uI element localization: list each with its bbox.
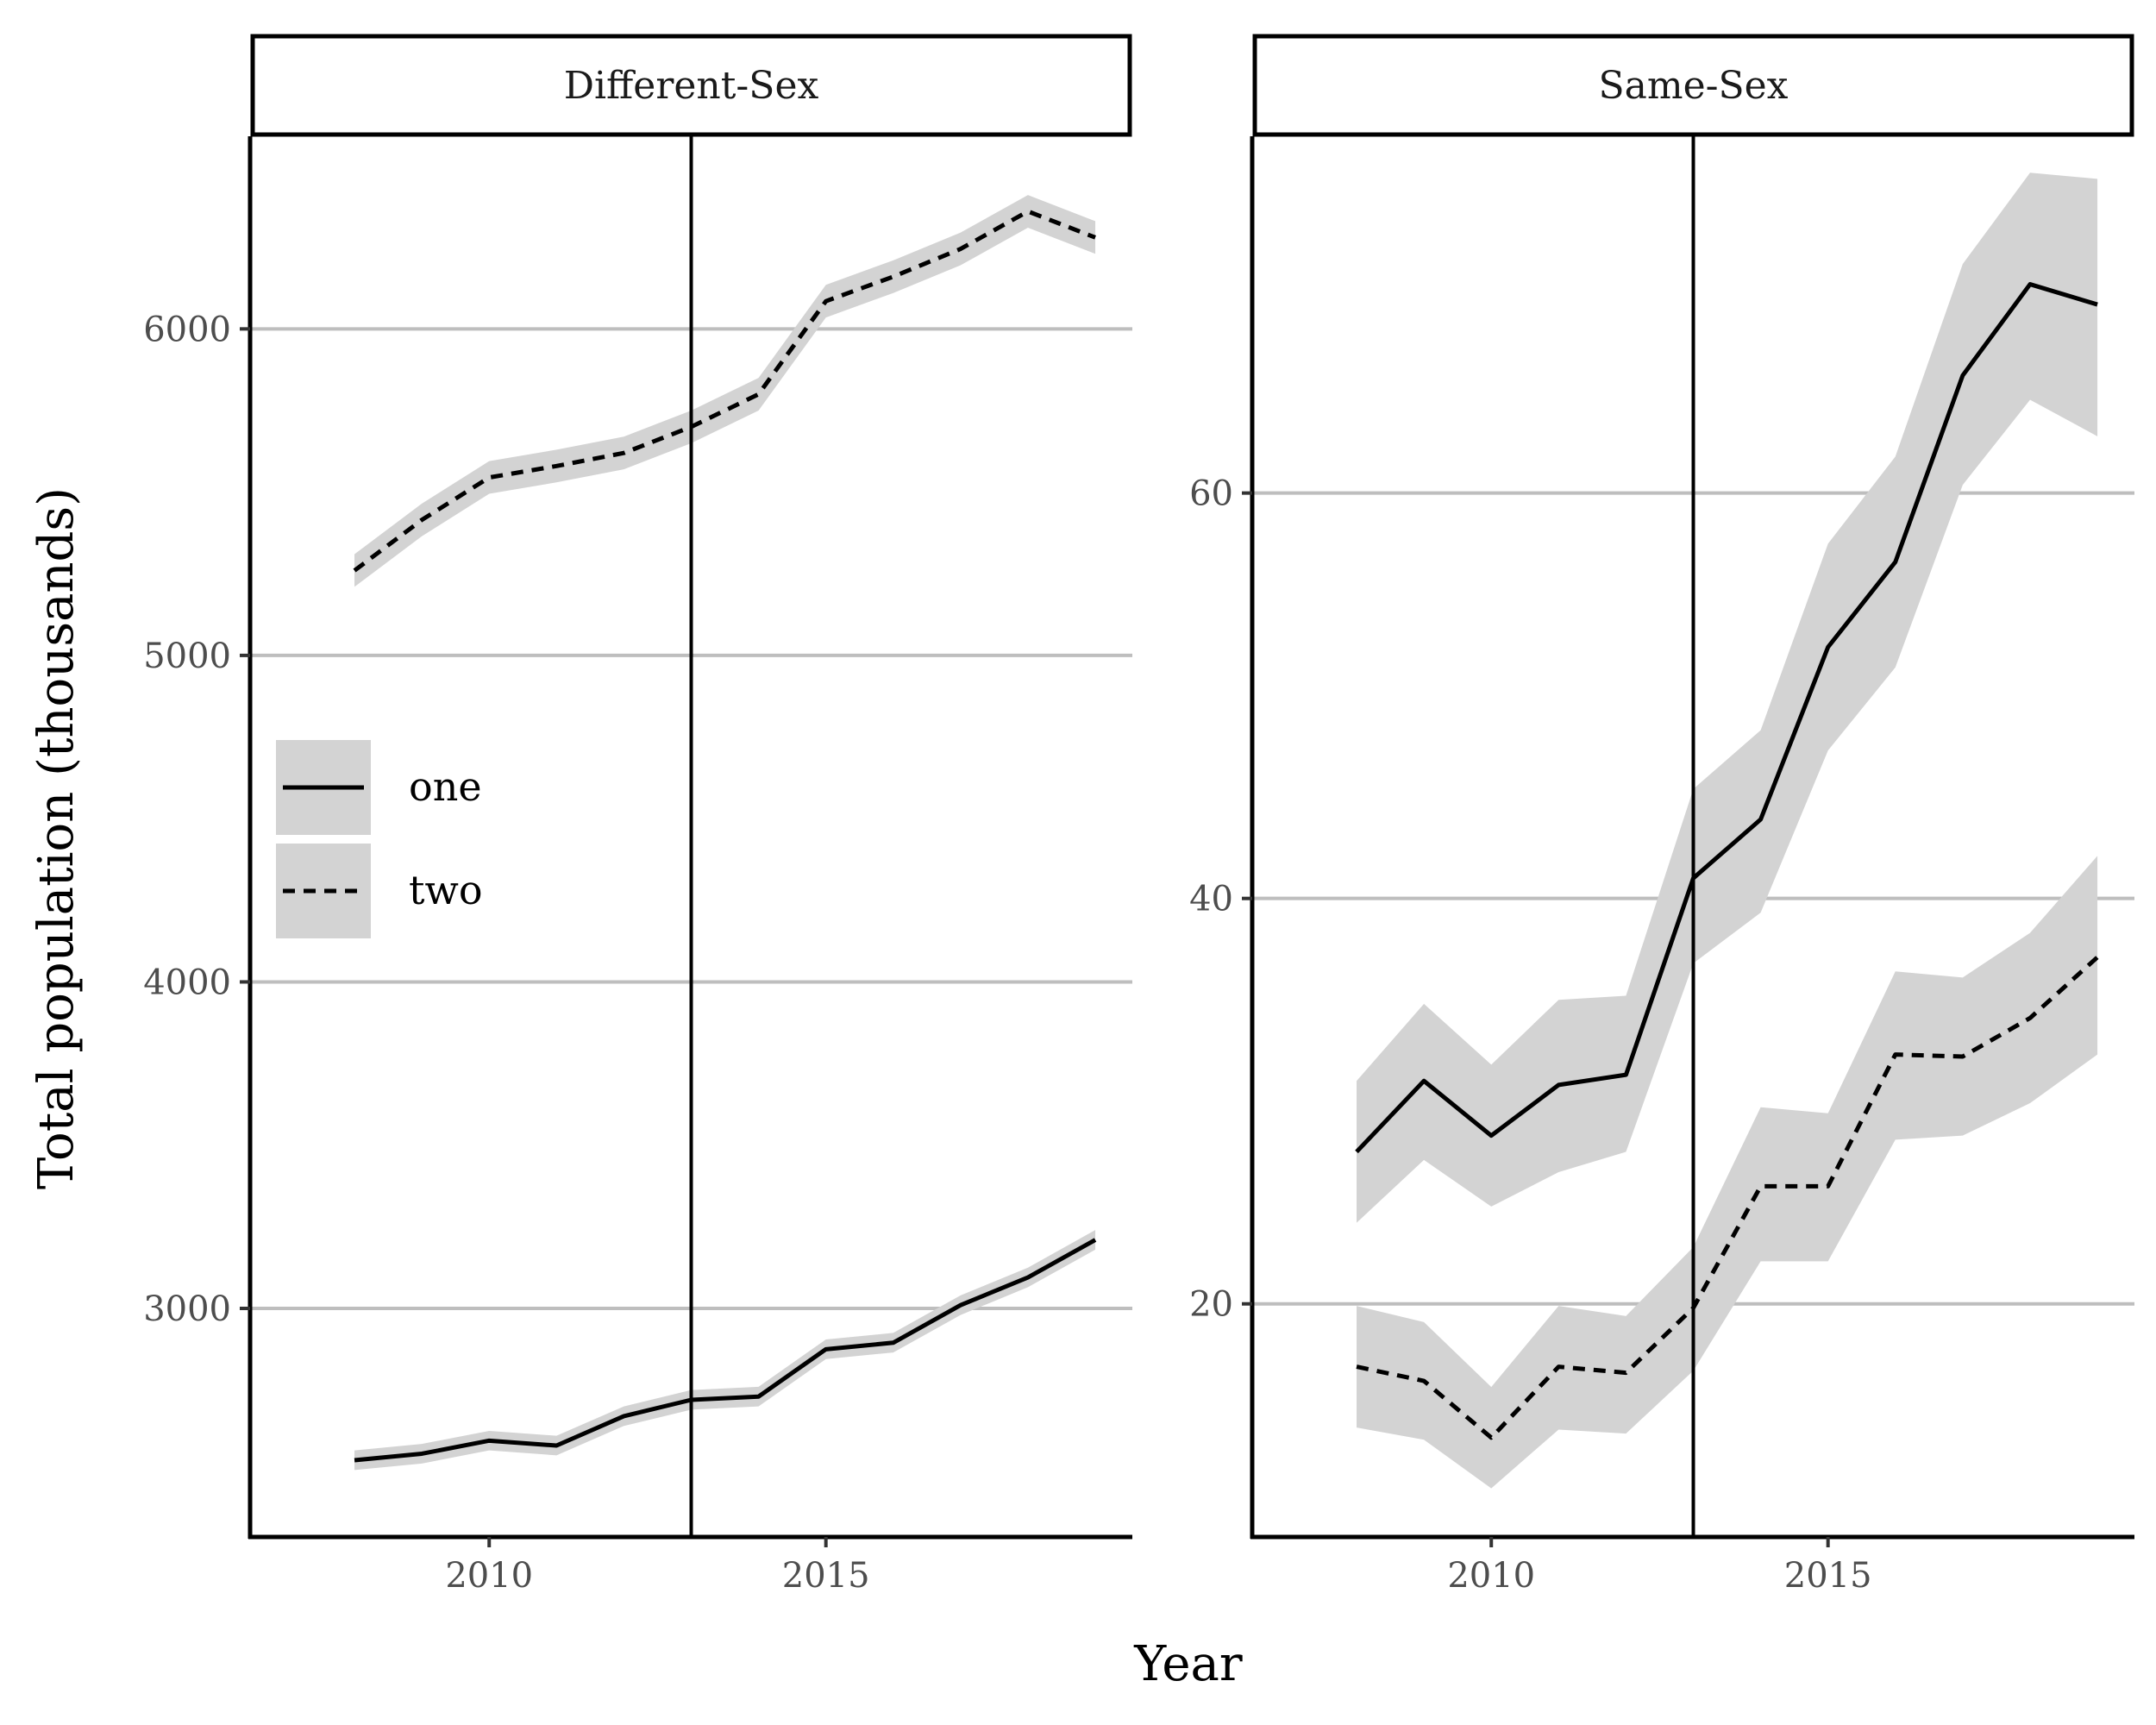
legend: one two <box>276 740 483 938</box>
panel-same-sex: Same-Sex 20 40 60 2010 2015 <box>1189 34 2134 1596</box>
confidence-band-two <box>354 195 1096 587</box>
confidence-band-one <box>354 1230 1096 1471</box>
strip-box <box>250 34 1132 137</box>
y-tick-label: 40 <box>1189 880 1233 919</box>
legend-entry-one: one <box>276 740 482 835</box>
panel-different-sex: Different-Sex 3000 4000 5000 6000 2010 2015 <box>143 34 1132 1596</box>
y-axis-title: Total population (thousands) <box>28 487 85 1189</box>
strip-label: Same-Sex <box>1599 64 1789 108</box>
y-tick-label: 20 <box>1189 1285 1233 1325</box>
y-tick-label: 6000 <box>143 310 231 349</box>
x-tick-label: 2010 <box>445 1556 533 1596</box>
confidence-band-one <box>1357 172 2098 1223</box>
strip-label: Different-Sex <box>564 64 819 108</box>
x-tick-label: 2015 <box>782 1556 870 1596</box>
series-line-two <box>1356 955 2099 1440</box>
confidence-band-two <box>1357 856 2098 1489</box>
series-line-one <box>354 1238 1097 1463</box>
y-tick-label: 4000 <box>143 963 231 1002</box>
x-tick-label: 2015 <box>1784 1556 1872 1596</box>
strip-box <box>1252 34 2134 137</box>
y-tick-label: 3000 <box>143 1289 231 1329</box>
x-axis-title: Year <box>1133 1636 1243 1692</box>
x-tick-label: 2010 <box>1447 1556 1535 1596</box>
legend-label: one <box>409 763 482 810</box>
legend-entry-two: two <box>276 844 483 938</box>
series-line-one <box>1355 282 2098 1154</box>
y-tick-label: 5000 <box>143 637 231 676</box>
y-tick-label: 60 <box>1189 474 1233 514</box>
legend-label: two <box>409 867 483 913</box>
series-line-two <box>353 209 1096 573</box>
